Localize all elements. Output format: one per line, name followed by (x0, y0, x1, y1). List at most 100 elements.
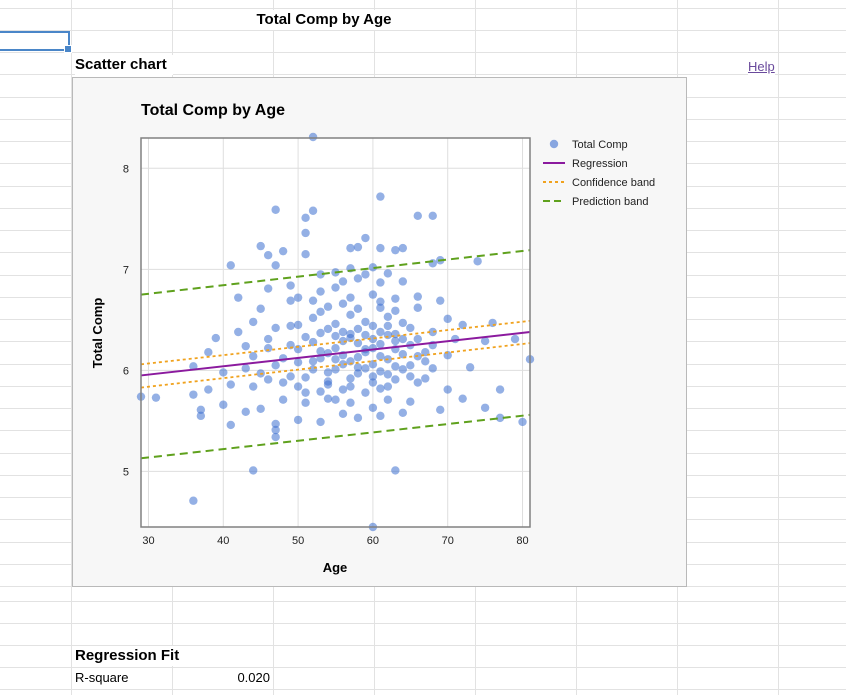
scatter-point (458, 320, 467, 330)
scatter-point (338, 336, 348, 346)
scatter-point (383, 370, 393, 379)
scatter-point (331, 331, 340, 341)
scatter-point (361, 233, 370, 243)
scatter-point (308, 365, 318, 374)
scatter-point (368, 263, 378, 272)
scatter-point (376, 303, 385, 312)
scatter-point (383, 382, 393, 391)
scatter-point (263, 251, 273, 260)
scatter-point (323, 380, 333, 389)
scatter-point (361, 317, 370, 327)
scatter-point (249, 382, 258, 391)
scatter-point (428, 364, 437, 373)
scatter-point (480, 336, 490, 346)
scatter-point (376, 352, 385, 361)
scatter-point (211, 333, 221, 343)
y-axis-label: Total Comp (90, 298, 105, 369)
scatter-point (338, 277, 348, 286)
scatter-point (368, 334, 378, 344)
scatter-point (316, 387, 325, 396)
scatter-point (271, 432, 280, 442)
scatter-point (376, 297, 385, 306)
scatter-point (353, 242, 363, 252)
scatter-point (346, 293, 355, 302)
scatter-point (249, 466, 258, 475)
scatter-point (189, 496, 198, 505)
scatter-point (323, 302, 333, 311)
scatter-point (323, 324, 333, 334)
scatter-point (353, 413, 363, 423)
scatter-point (286, 372, 295, 381)
scatter-point (338, 385, 348, 394)
scatter-point (301, 213, 310, 223)
scatter-point (204, 348, 213, 357)
scatter-point (263, 375, 273, 384)
selected-cell[interactable] (0, 31, 72, 53)
scatter-point (428, 327, 437, 337)
scatter-point (286, 296, 295, 305)
scatter-point (353, 363, 363, 372)
y-tick-label: 7 (123, 264, 129, 276)
scatter-point (293, 415, 303, 425)
scatter-point (383, 321, 393, 331)
scatter-point (278, 378, 288, 387)
scatter-point (271, 323, 280, 333)
scatter-point (256, 304, 265, 313)
scatter-point (234, 293, 243, 302)
scatter-point (413, 292, 422, 301)
scatter-point (331, 355, 340, 364)
legend-label: Confidence band (572, 177, 655, 189)
help-link[interactable]: Help (748, 58, 775, 76)
scatter-point (406, 397, 415, 406)
scatter-point (196, 405, 206, 414)
scatter-point (421, 357, 430, 366)
scatter-point (346, 329, 355, 339)
scatter-point (263, 334, 273, 344)
scatter-point (346, 243, 355, 253)
legend-marker-icon (549, 139, 559, 149)
scatter-point (241, 341, 250, 351)
scatter-point (443, 385, 452, 394)
scatter-point (323, 368, 333, 377)
scatter-point (338, 409, 348, 419)
scatter-point (518, 417, 527, 427)
scatter-point (368, 290, 378, 299)
scatter-point (263, 284, 273, 293)
scatter-point (353, 304, 363, 313)
scatter-point (316, 346, 325, 356)
chart-section-title: Scatter chart (75, 55, 173, 75)
scatter-point (301, 373, 310, 382)
scatter-point (263, 343, 273, 353)
scatter-point (368, 372, 378, 381)
scatter-point (256, 404, 265, 413)
scatter-point (413, 211, 422, 220)
scatter-point (391, 466, 400, 475)
scatter-point (413, 334, 422, 344)
rsquare-label: R-square (75, 670, 129, 686)
x-tick-label: 70 (442, 535, 454, 547)
scatter-point (226, 380, 235, 389)
scatter-point (293, 320, 303, 330)
scatter-point (443, 314, 452, 324)
scatter-point (301, 228, 310, 238)
scatter-point (436, 296, 445, 305)
scatter-point (241, 364, 250, 373)
scatter-point (293, 358, 303, 367)
scatter-point (338, 299, 348, 308)
scatter-point (398, 243, 408, 253)
scatter-point (331, 343, 340, 353)
scatter-point (323, 394, 333, 403)
scatter-point (428, 211, 437, 220)
scatter-point (204, 385, 213, 394)
scatter-point (376, 327, 385, 337)
scatter-point (219, 400, 228, 409)
rsquare-value: 0.020 (200, 670, 270, 686)
scatter-point (331, 365, 340, 374)
scatter-point (301, 398, 310, 407)
scatter-point (398, 334, 408, 344)
axis-ticks: 30 40 50 60 70 80 5 6 7 8 (123, 163, 529, 547)
fill-handle[interactable] (64, 45, 72, 53)
chart-canvas: Total Comp by Age 30 40 50 60 70 80 5 6 7 8 Age T… (90, 102, 655, 575)
scatter-point (219, 368, 228, 377)
legend-label: Regression (572, 158, 628, 170)
